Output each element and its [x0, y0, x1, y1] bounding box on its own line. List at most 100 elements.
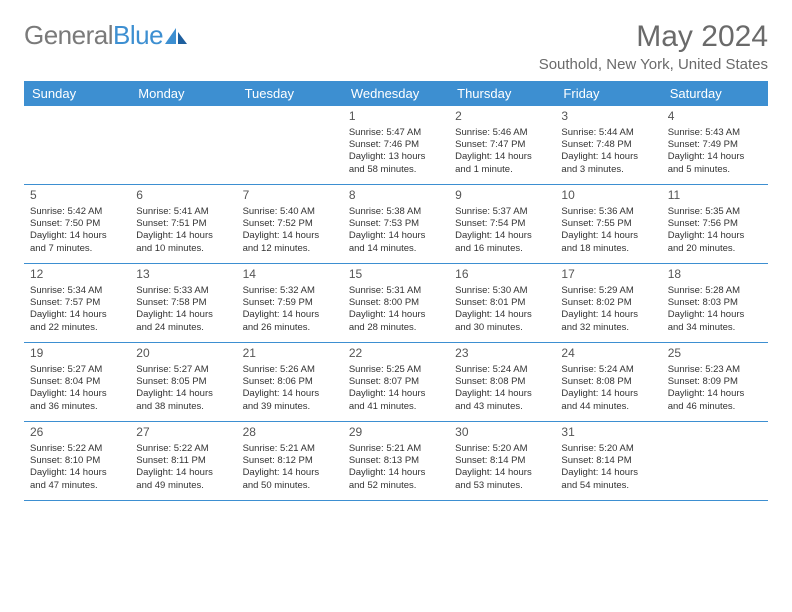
daylight-line: Daylight: 14 hours and 53 minutes.	[455, 467, 549, 492]
daylight-line: Daylight: 13 hours and 58 minutes.	[349, 151, 443, 176]
daylight-line: Daylight: 14 hours and 49 minutes.	[136, 467, 230, 492]
day-number: 24	[561, 346, 655, 362]
daylight-line: Daylight: 14 hours and 28 minutes.	[349, 309, 443, 334]
calendar-day-cell: 11Sunrise: 5:35 AMSunset: 7:56 PMDayligh…	[662, 185, 768, 263]
daylight-line: Daylight: 14 hours and 3 minutes.	[561, 151, 655, 176]
sunrise-line: Sunrise: 5:27 AM	[136, 364, 230, 376]
calendar-day-cell: 10Sunrise: 5:36 AMSunset: 7:55 PMDayligh…	[555, 185, 661, 263]
sunrise-line: Sunrise: 5:28 AM	[668, 285, 762, 297]
calendar-day-cell: 23Sunrise: 5:24 AMSunset: 8:08 PMDayligh…	[449, 343, 555, 421]
calendar: Sunday Monday Tuesday Wednesday Thursday…	[24, 81, 768, 501]
daylight-line: Daylight: 14 hours and 22 minutes.	[30, 309, 124, 334]
sunset-line: Sunset: 8:04 PM	[30, 376, 124, 388]
logo-text-2: Blue	[113, 20, 163, 51]
daylight-line: Daylight: 14 hours and 36 minutes.	[30, 388, 124, 413]
sunset-line: Sunset: 8:00 PM	[349, 297, 443, 309]
daylight-line: Daylight: 14 hours and 47 minutes.	[30, 467, 124, 492]
sunrise-line: Sunrise: 5:25 AM	[349, 364, 443, 376]
weekday-header: Sunday Monday Tuesday Wednesday Thursday…	[24, 81, 768, 106]
sunset-line: Sunset: 7:51 PM	[136, 218, 230, 230]
day-number: 23	[455, 346, 549, 362]
weekday-label: Saturday	[662, 81, 768, 106]
day-number: 11	[668, 188, 762, 204]
calendar-week: 5Sunrise: 5:42 AMSunset: 7:50 PMDaylight…	[24, 185, 768, 264]
day-number: 9	[455, 188, 549, 204]
sunset-line: Sunset: 8:01 PM	[455, 297, 549, 309]
calendar-day-cell: 16Sunrise: 5:30 AMSunset: 8:01 PMDayligh…	[449, 264, 555, 342]
daylight-line: Daylight: 14 hours and 54 minutes.	[561, 467, 655, 492]
calendar-day-cell: 18Sunrise: 5:28 AMSunset: 8:03 PMDayligh…	[662, 264, 768, 342]
day-number: 3	[561, 109, 655, 125]
sunset-line: Sunset: 8:10 PM	[30, 455, 124, 467]
sunrise-line: Sunrise: 5:46 AM	[455, 127, 549, 139]
daylight-line: Daylight: 14 hours and 44 minutes.	[561, 388, 655, 413]
daylight-line: Daylight: 14 hours and 26 minutes.	[243, 309, 337, 334]
calendar-day-cell: 22Sunrise: 5:25 AMSunset: 8:07 PMDayligh…	[343, 343, 449, 421]
sunrise-line: Sunrise: 5:20 AM	[561, 443, 655, 455]
day-number: 13	[136, 267, 230, 283]
day-number: 26	[30, 425, 124, 441]
day-number: 18	[668, 267, 762, 283]
calendar-day-cell: 20Sunrise: 5:27 AMSunset: 8:05 PMDayligh…	[130, 343, 236, 421]
daylight-line: Daylight: 14 hours and 20 minutes.	[668, 230, 762, 255]
daylight-line: Daylight: 14 hours and 7 minutes.	[30, 230, 124, 255]
calendar-day-cell: 31 Sunrise: 5:20 AMSunset: 8:14 PMDayligh…	[555, 422, 661, 500]
calendar-day-cell: 17Sunrise: 5:29 AMSunset: 8:02 PMDayligh…	[555, 264, 661, 342]
sunrise-line: Sunrise: 5:44 AM	[561, 127, 655, 139]
calendar-day-cell: 13Sunrise: 5:33 AMSunset: 7:58 PMDayligh…	[130, 264, 236, 342]
sunrise-line: Sunrise: 5:22 AM	[136, 443, 230, 455]
sunrise-line: Sunrise: 5:42 AM	[30, 206, 124, 218]
day-number: 4	[668, 109, 762, 125]
daylight-line: Daylight: 14 hours and 52 minutes.	[349, 467, 443, 492]
sunrise-line: Sunrise: 5:20 AM	[455, 443, 549, 455]
sunset-line: Sunset: 7:50 PM	[30, 218, 124, 230]
sunrise-line: Sunrise: 5:22 AM	[30, 443, 124, 455]
day-number: 5	[30, 188, 124, 204]
sunset-line: Sunset: 8:14 PM	[455, 455, 549, 467]
day-number: 21	[243, 346, 337, 362]
calendar-day-cell: 26 Sunrise: 5:22 AMSunset: 8:10 PMDayligh…	[24, 422, 130, 500]
day-number: 17	[561, 267, 655, 283]
day-number: 15	[349, 267, 443, 283]
calendar-day-cell: 27Sunrise: 5:22 AMSunset: 8:11 PMDayligh…	[130, 422, 236, 500]
page-title: May 2024	[539, 20, 768, 54]
sunrise-line: Sunrise: 5:23 AM	[668, 364, 762, 376]
daylight-line: Daylight: 14 hours and 46 minutes.	[668, 388, 762, 413]
sunset-line: Sunset: 8:14 PM	[561, 455, 655, 467]
sunrise-line: Sunrise: 5:27 AM	[30, 364, 124, 376]
sunrise-line: Sunrise: 5:30 AM	[455, 285, 549, 297]
calendar-day-cell: 2Sunrise: 5:46 AMSunset: 7:47 PMDaylight…	[449, 106, 555, 184]
calendar-empty-cell	[130, 106, 236, 184]
day-number: 7	[243, 188, 337, 204]
document-header: GeneralBlue May 2024 Southold, New York,…	[24, 20, 768, 73]
calendar-day-cell: 21Sunrise: 5:26 AMSunset: 8:06 PMDayligh…	[237, 343, 343, 421]
logo-text-1: General	[24, 20, 113, 51]
daylight-line: Daylight: 14 hours and 43 minutes.	[455, 388, 549, 413]
sunset-line: Sunset: 7:49 PM	[668, 139, 762, 151]
daylight-line: Daylight: 14 hours and 1 minute.	[455, 151, 549, 176]
sunset-line: Sunset: 7:56 PM	[668, 218, 762, 230]
day-number: 27	[136, 425, 230, 441]
daylight-line: Daylight: 14 hours and 10 minutes.	[136, 230, 230, 255]
sunset-line: Sunset: 7:55 PM	[561, 218, 655, 230]
sunset-line: Sunset: 7:59 PM	[243, 297, 337, 309]
sunrise-line: Sunrise: 5:21 AM	[243, 443, 337, 455]
sunset-line: Sunset: 8:07 PM	[349, 376, 443, 388]
calendar-empty-cell	[237, 106, 343, 184]
calendar-week: 1Sunrise: 5:47 AMSunset: 7:46 PMDaylight…	[24, 106, 768, 185]
day-number: 1	[349, 109, 443, 125]
weekday-label: Wednesday	[343, 81, 449, 106]
daylight-line: Daylight: 14 hours and 32 minutes.	[561, 309, 655, 334]
calendar-day-cell: 12Sunrise: 5:34 AMSunset: 7:57 PMDayligh…	[24, 264, 130, 342]
calendar-day-cell: 15 Sunrise: 5:31 AMSunset: 8:00 PMDayligh…	[343, 264, 449, 342]
day-number: 10	[561, 188, 655, 204]
title-block: May 2024 Southold, New York, United Stat…	[539, 20, 768, 73]
day-number: 31	[561, 425, 655, 441]
logo-sail-icon	[165, 26, 191, 46]
calendar-day-cell: 14Sunrise: 5:32 AMSunset: 7:59 PMDayligh…	[237, 264, 343, 342]
day-number: 8	[349, 188, 443, 204]
calendar-day-cell: 29Sunrise: 5:21 AMSunset: 8:13 PMDayligh…	[343, 422, 449, 500]
logo: GeneralBlue	[24, 20, 191, 51]
daylight-line: Daylight: 14 hours and 14 minutes.	[349, 230, 443, 255]
sunrise-line: Sunrise: 5:31 AM	[349, 285, 443, 297]
